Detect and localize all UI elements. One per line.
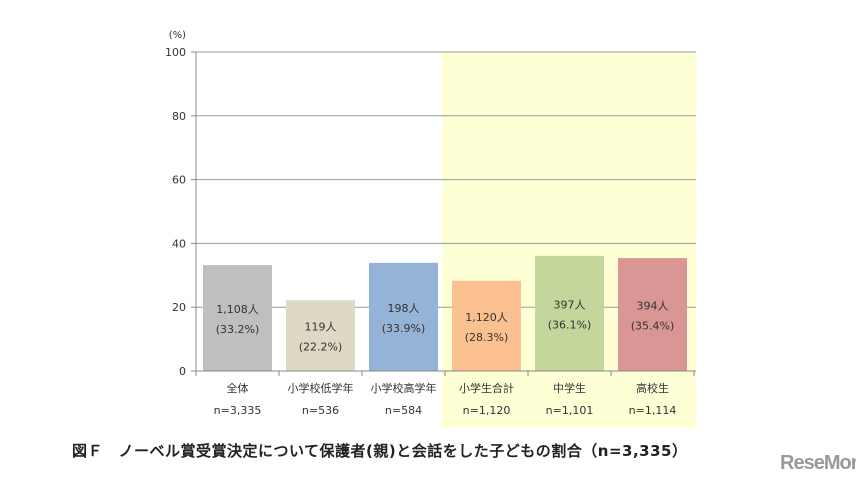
bar-1 [203,265,272,371]
resemom-logo: ReseMom [780,452,856,474]
bar-count-label: 397人 [554,298,586,311]
bar-5 [535,255,604,371]
y-tick-label: 80 [172,110,186,123]
x-n-label: n=1,101 [546,404,594,417]
y-tick-label: 20 [172,301,186,314]
x-n-label: n=584 [385,404,422,417]
x-n-label: n=1,120 [463,404,511,417]
bar-count-label: 198人 [388,302,420,315]
x-category-label: 全体 [227,381,249,395]
figure-title: 図Ｆ ノーベル賞受賞決定について保護者(親)と会話をした子どもの割合（n=3,3… [72,442,688,460]
bar-percent-label: (35.4%) [631,320,675,333]
x-n-label: n=3,335 [214,404,262,417]
bar-3 [369,262,438,371]
bar-count-label: 394人 [637,300,669,313]
x-category-label: 高校生 [636,381,669,395]
bar-count-label: 119人 [305,321,337,334]
bar-percent-label: (36.1%) [548,318,592,331]
bar-6 [618,258,687,371]
x-n-label: n=1,114 [629,404,677,417]
highlight-region [442,52,696,428]
x-category-label: 小学校高学年 [371,381,437,395]
bar-2 [286,300,355,371]
x-category-label: 小学校低学年 [288,381,354,395]
y-tick-label: 100 [165,46,186,59]
bar-4 [452,280,521,371]
y-tick-label: 40 [172,237,186,250]
x-category-label: 小学生合計 [459,381,514,395]
x-category-label: 中学生 [553,381,586,395]
y-unit-label: (%) [169,30,186,41]
bar-count-label: 1,108人 [216,303,259,316]
y-tick-label: 60 [172,174,186,187]
bar-percent-label: (28.3%) [465,331,509,344]
bar-percent-label: (33.2%) [216,323,260,336]
bar-percent-label: (33.9%) [382,322,426,335]
y-tick-label: 0 [179,365,186,378]
bar-percent-label: (22.2%) [299,341,343,354]
x-n-label: n=536 [302,404,339,417]
bar-count-label: 1,120人 [465,311,508,324]
